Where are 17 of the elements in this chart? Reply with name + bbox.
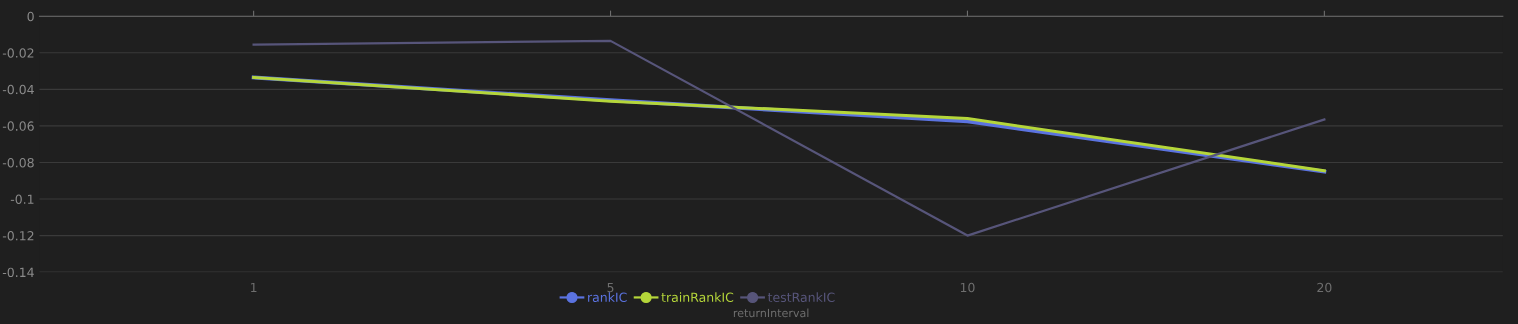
y-tick-label: -0.06 [2, 121, 34, 131]
y-tick-label: -0.08 [2, 157, 34, 168]
x-tick-label: 5 [607, 282, 614, 293]
y-tick-label: -0.1 [10, 194, 34, 204]
legend-label: testRankIC [767, 292, 835, 302]
legend-label: trainRankIC [661, 292, 734, 302]
x-tick-label: 1 [251, 282, 257, 293]
line-series [252, 39, 1326, 237]
x-tick-label: 10 [960, 282, 975, 293]
x-tick-label: 20 [1317, 282, 1332, 293]
y-tick-label: -0.04 [2, 84, 34, 95]
x-axis-title: returnInterval [733, 308, 809, 318]
y-tick-label: -0.02 [2, 48, 34, 58]
legend-label: rankIC [588, 292, 627, 302]
y-tick-label: -0.12 [2, 231, 34, 241]
y-tick-label: -0.14 [2, 267, 34, 278]
y-tick-label: 0 [27, 11, 34, 22]
